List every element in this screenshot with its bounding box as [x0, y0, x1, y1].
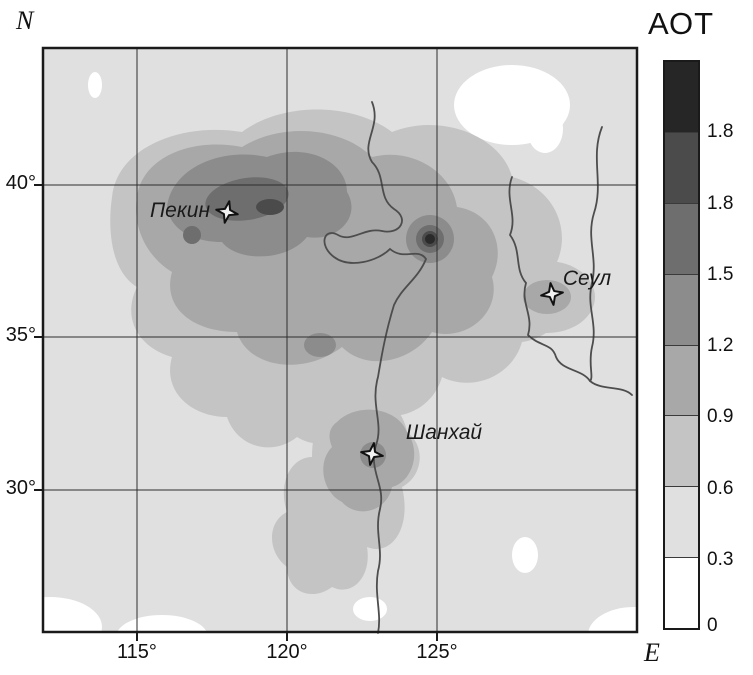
city-label-seoul: Сеул [563, 267, 611, 290]
y-tick-40: 40° [5, 172, 36, 194]
colorbar-cell [665, 415, 698, 487]
city-label-shanghai: Шанхай [406, 421, 483, 444]
colorbar-label: 0.6 [707, 477, 734, 499]
city-markers [215, 200, 564, 466]
axis-label-n: N [16, 6, 34, 35]
contour-fills [0, 47, 680, 663]
x-tick-125: 125° [416, 641, 458, 663]
x-tick-120: 120° [266, 641, 308, 663]
city-marker-beijing [215, 200, 239, 224]
colorbar-label: 1.2 [707, 335, 734, 356]
colorbar-cell [665, 62, 698, 132]
colorbar-label: 1.8 [707, 121, 734, 143]
axis-ticks [34, 184, 438, 641]
city-marker-seoul [540, 282, 564, 306]
colorbar-title: АОТ [648, 6, 715, 41]
contour-map: Пекин Сеул Шанхай [0, 46, 680, 663]
colorbar-label: 1.5 [707, 263, 734, 285]
city-marker-shanghai [360, 442, 384, 466]
coastline [323, 101, 633, 634]
city-labels: Пекин Сеул Шанхай [150, 199, 611, 444]
colorbar-labels: 1.8 1.8 1.5 1.2 0.9 0.6 0.3 0 [707, 60, 753, 635]
colorbar-label: 0 [707, 615, 718, 636]
map-frame [41, 46, 639, 634]
colorbar-cell [665, 344, 698, 416]
colorbar-cell [665, 131, 698, 203]
contour-white-patches [0, 65, 680, 663]
contour-map-svg: Пекин Сеул Шанхай [0, 46, 680, 663]
grid-lines [42, 47, 638, 633]
y-tick-35: 35° [5, 324, 36, 346]
colorbar-label: 0.3 [707, 548, 734, 570]
colorbar-cell [665, 273, 698, 345]
x-tick-115: 115° [117, 641, 157, 663]
axis-label-e: E [644, 638, 660, 667]
colorbar [663, 60, 700, 630]
colorbar-cell [665, 202, 698, 274]
y-tick-30: 30° [5, 477, 36, 499]
colorbar-label: 1.8 [707, 192, 734, 214]
colorbar-cell [665, 486, 698, 558]
contour-level-18 [256, 199, 438, 247]
city-label-beijing: Пекин [150, 199, 210, 222]
colorbar-label: 0.9 [707, 406, 734, 428]
colorbar-cell [665, 557, 698, 628]
